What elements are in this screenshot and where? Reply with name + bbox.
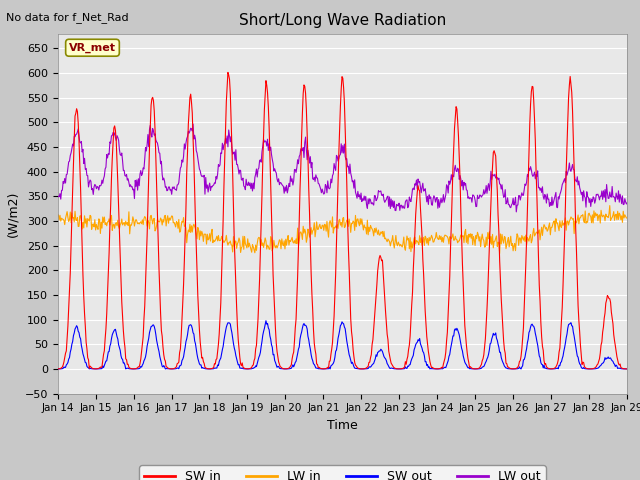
X-axis label: Time: Time [327,419,358,432]
Text: VR_met: VR_met [69,43,116,53]
Y-axis label: (W/m2): (W/m2) [6,191,19,237]
Title: Short/Long Wave Radiation: Short/Long Wave Radiation [239,13,446,28]
Text: No data for f_Net_Rad: No data for f_Net_Rad [6,12,129,23]
Legend: SW in, LW in, SW out, LW out: SW in, LW in, SW out, LW out [139,465,546,480]
